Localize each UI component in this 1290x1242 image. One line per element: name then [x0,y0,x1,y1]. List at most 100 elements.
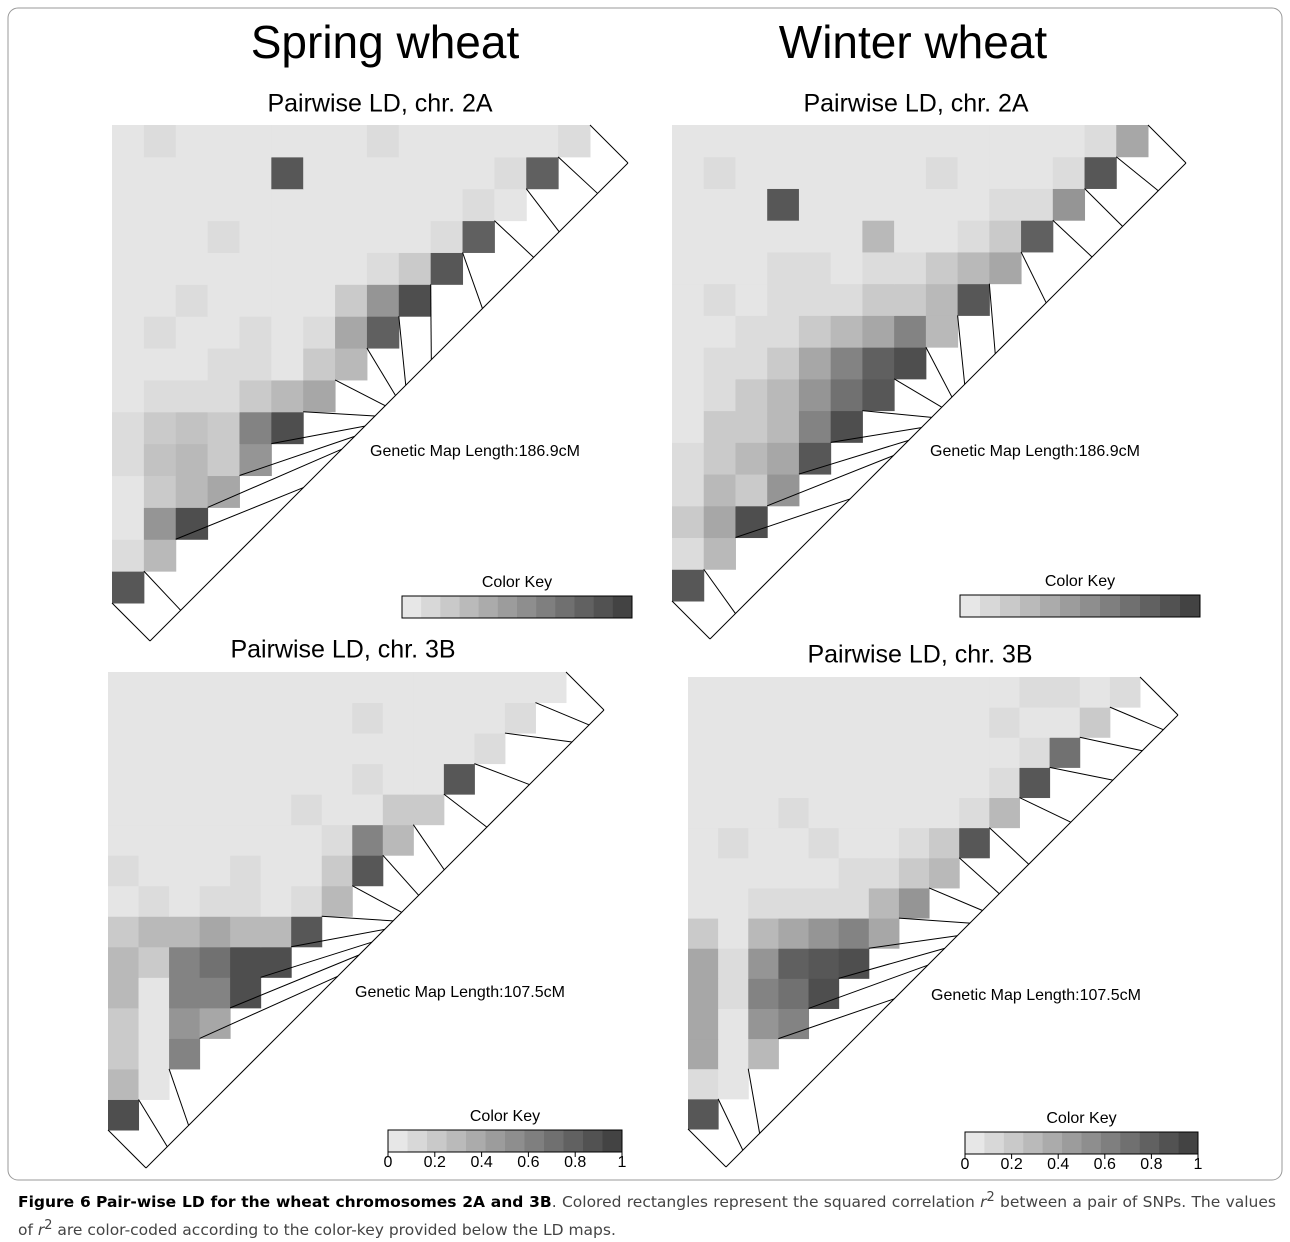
ld-cell [672,537,705,570]
ld-cell [798,410,832,443]
ld-cell [474,702,506,734]
ld-cell [207,188,240,222]
color-key-swatch [459,596,480,618]
caption-symbol: r [980,1193,987,1212]
ld-cell [138,885,170,917]
ld-cell [143,348,177,381]
ld-cell [239,188,272,222]
ld-cell [838,767,870,799]
ld-cell [735,156,768,189]
ld-cell [352,733,384,765]
ld-cell [778,887,810,919]
ld-cell [398,220,432,253]
ld-cell [798,220,832,253]
ld-cell [838,797,870,829]
ld-cell [798,315,832,348]
ld-cell [959,797,990,829]
snp-connector [747,1068,761,1134]
snp-connector [1147,124,1187,164]
color-key-swatch [427,1130,447,1152]
ld-cell [199,885,231,917]
color-key-swatch [388,1130,408,1152]
ld-cell [808,887,840,919]
ld-cell [925,283,959,316]
ld-cell [303,188,336,222]
snp-connector [988,283,996,354]
ld-cell [175,507,209,540]
color-key-swatch [485,1130,506,1152]
ld-cell [143,156,177,190]
ld-cell [230,794,262,826]
ld-cell [199,763,231,795]
color-key-swatch [421,596,441,618]
ld-cell [207,156,240,190]
ld-cell [989,677,1020,708]
ld-cell [474,733,506,765]
ld-cell [957,251,990,285]
ld-cell [138,855,170,887]
ld-cell [271,348,304,381]
ld-cell [748,857,779,889]
ld-cell [291,763,323,795]
ld-cell [112,348,145,381]
ld-cell [957,125,990,158]
ld-cell [703,347,736,380]
color-key-swatch [960,595,981,617]
ld-cell [239,379,272,413]
ld-cell [175,475,209,508]
ld-cell [989,125,1022,158]
ld-cell [1049,707,1081,738]
ld-cell [989,707,1020,738]
color-key-title: Color Key [1045,573,1115,590]
ld-cell [143,220,177,253]
ld-cell [112,443,145,477]
ld-cell [748,887,779,919]
ld-cell [108,1099,140,1131]
ld-cell [199,855,231,887]
ld-cell [352,672,384,704]
ld-cell [718,737,749,768]
ld-cell [108,1007,140,1039]
ld-cell [230,946,262,978]
ld-cell [894,156,927,189]
ld-cell [207,284,240,317]
ld-cell [672,442,705,475]
ld-cell [207,316,240,349]
ld-cell [1079,677,1111,708]
ld-cell [778,707,810,738]
color-key-swatch [440,596,460,618]
ld-cell [143,475,177,508]
ld-cell [808,978,840,1009]
snp-connector [291,928,385,948]
color-key-swatch [1120,595,1141,617]
ld-cell [494,188,527,222]
ld-cell [748,707,779,738]
ld-cell [830,125,863,158]
ld-cell [868,827,900,859]
snp-connector [168,1068,190,1126]
ld-cell [703,537,736,570]
ld-cell [175,348,209,381]
ld-cell [989,188,1022,221]
ld-cell [718,1008,749,1040]
map-length-label: Genetic Map Length:107.5cM [355,984,565,1001]
ld-cell [207,475,240,508]
ld-cell [271,125,304,158]
ld-cell [688,767,719,799]
ld-cell [735,125,768,158]
ld-cell [703,156,736,189]
ld-cell [366,316,400,349]
ld-cell [112,316,145,349]
ld-cell [138,672,170,704]
ld-cell [748,918,779,949]
snp-connector [366,347,396,396]
ld-cell [239,252,272,285]
color-key-title: Color Key [482,574,552,591]
ld-cell [718,827,749,859]
ld-cell [108,702,140,734]
ld-cell [291,794,323,826]
ld-cell [989,156,1022,189]
ld-cell [138,1038,170,1070]
ld-cell [112,188,145,222]
